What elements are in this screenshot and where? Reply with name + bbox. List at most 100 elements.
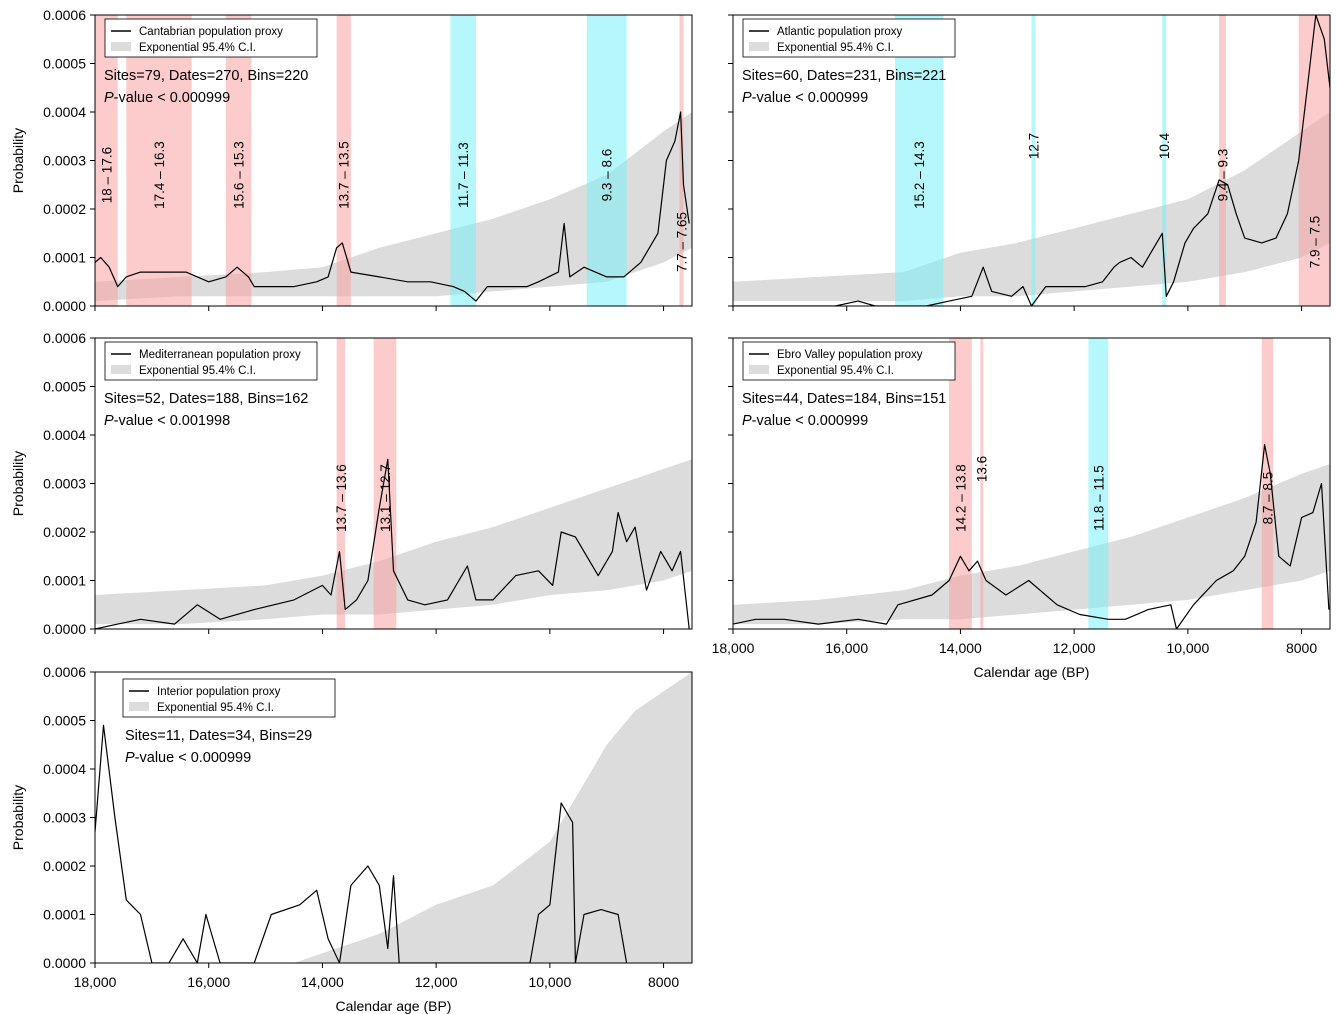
- stats-text: Sites=79, Dates=270, Bins=220: [104, 68, 308, 84]
- band-3: [1162, 15, 1167, 306]
- stats-text: Sites=11, Dates=34, Bins=29: [125, 728, 312, 744]
- band-1: [949, 338, 972, 629]
- band-label-4: 13.7 – 13.5: [337, 141, 352, 209]
- y-tick-label: 0.0004: [43, 104, 86, 120]
- y-axis-label: Probability: [10, 451, 26, 516]
- legend-ci-swatch: [749, 42, 769, 51]
- band-label-2: 12.7: [1026, 133, 1041, 159]
- band-label-1: 14.2 – 13.8: [953, 464, 968, 532]
- x-tick-label: 14,000: [301, 974, 344, 990]
- y-tick-label: 0.0004: [43, 761, 86, 777]
- legend-ci-swatch: [129, 702, 149, 711]
- legend-ci-label: Exponential 95.4% C.I.: [139, 42, 256, 54]
- x-axis-label: Calendar age (BP): [336, 998, 452, 1014]
- x-tick-label: 18,000: [712, 640, 755, 656]
- y-tick-label: 0.0003: [43, 153, 86, 169]
- ci-envelope: [294, 672, 692, 963]
- band-label-1: 18 – 17.6: [99, 147, 114, 203]
- proxy-line: [95, 458, 690, 629]
- ci-envelope: [95, 459, 692, 625]
- y-tick-label: 0.0005: [43, 713, 86, 729]
- p-value-text: P-value < 0.000999: [104, 90, 230, 106]
- y-tick-label: 0.0003: [43, 476, 86, 492]
- y-axis-label: Probability: [10, 785, 26, 850]
- y-axis-label: Probability: [10, 128, 26, 193]
- band-label-1: 13.7 – 13.6: [334, 464, 349, 532]
- x-tick-label: 14,000: [939, 640, 982, 656]
- y-tick-label: 0.0000: [43, 298, 86, 314]
- p-value-text: P-value < 0.001998: [104, 413, 230, 429]
- legend-ci-swatch: [111, 42, 131, 51]
- legend-proxy-label: Cantabrian population proxy: [139, 26, 283, 38]
- legend-box: [122, 678, 336, 718]
- band-label-5: 11.7 – 11.3: [456, 142, 471, 208]
- panel-1: 18 – 17.6 17.4 – 16.3 15.6 – 15.3 13.7 – 13…: [10, 7, 693, 314]
- band-label-1: 15.2 – 14.3: [912, 141, 927, 209]
- band-label-4: 8.7 – 8.5: [1260, 472, 1275, 525]
- x-tick-label: 12,000: [1053, 640, 1096, 656]
- proxy-line: [95, 724, 628, 963]
- ci-envelope: [733, 112, 1330, 302]
- band-4: [1219, 15, 1226, 306]
- band-label-5: 7.9 – 7.5: [1307, 216, 1322, 269]
- ci-envelope: [95, 112, 692, 302]
- band-2: [980, 338, 984, 629]
- band-5: [1298, 15, 1330, 306]
- band-1: [336, 338, 346, 629]
- p-value-text: P-value < 0.000999: [742, 413, 868, 429]
- band-2: [126, 15, 192, 306]
- y-tick-label: 0.0001: [43, 907, 86, 923]
- band-label-3: 11.8 – 11.5: [1091, 465, 1106, 531]
- y-tick-label: 0.0006: [43, 7, 86, 23]
- band-label-3: 15.6 – 15.3: [232, 141, 247, 209]
- legend-box: [104, 341, 318, 381]
- plot-area: [733, 338, 1330, 629]
- proxy-line: [95, 111, 690, 302]
- y-tick-label: 0.0004: [43, 427, 86, 443]
- band-4: [1261, 338, 1274, 629]
- band-4: [336, 15, 351, 306]
- legend-ci-label: Exponential 95.4% C.I.: [139, 365, 256, 377]
- x-tick-label: 12,000: [415, 974, 458, 990]
- band-label-3: 10.4: [1157, 132, 1172, 159]
- legend-proxy-label: Ebro Valley population proxy: [777, 349, 923, 361]
- x-axis-label: Calendar age (BP): [974, 664, 1090, 680]
- legend-ci-swatch: [111, 365, 131, 374]
- plot-area: [733, 15, 1330, 306]
- band-label-6: 9.3 – 8.6: [600, 149, 615, 202]
- y-tick-label: 0.0002: [43, 858, 86, 874]
- proxy-line: [733, 15, 1330, 306]
- band-label-2: 13.1 – 12.7: [378, 464, 393, 532]
- y-tick-label: 0.0006: [43, 330, 86, 346]
- band-label-7: 7.7 – 7.65: [674, 212, 689, 272]
- band-5: [450, 15, 476, 306]
- stats-text: Sites=60, Dates=231, Bins=221: [742, 68, 946, 84]
- legend-box: [104, 18, 318, 58]
- y-tick-label: 0.0002: [43, 201, 86, 217]
- y-tick-label: 0.0002: [43, 524, 86, 540]
- plot-area: [95, 15, 692, 306]
- band-6: [586, 15, 627, 306]
- panel-5: 0.0000 0.0001 0.0002 0.0003 0.0004 0.0005 0.00…: [10, 664, 693, 1014]
- legend-box: [742, 18, 956, 58]
- y-tick-label: 0.0000: [43, 955, 86, 971]
- band-3: [1088, 338, 1109, 629]
- band-label-4: 9.4 – 9.3: [1216, 149, 1231, 202]
- p-value-text: P-value < 0.000999: [742, 90, 868, 106]
- band-2: [1031, 15, 1036, 306]
- plot-area: [95, 338, 692, 629]
- band-3: [225, 15, 252, 306]
- x-tick-label: 16,000: [187, 974, 230, 990]
- plot-area: [95, 672, 692, 963]
- band-label-2: 13.6: [975, 456, 990, 482]
- stats-text: Sites=44, Dates=184, Bins=151: [742, 391, 946, 407]
- x-tick-label: 10,000: [528, 974, 571, 990]
- band-1: [895, 15, 944, 306]
- y-tick-label: 0.0006: [43, 664, 86, 680]
- x-tick-label: 18,000: [74, 974, 117, 990]
- panel-4: 14.2 – 13.8 13.6 11.8 – 11.5 8.7 – 8.5 18,00…: [712, 337, 1331, 680]
- legend-ci-label: Exponential 95.4% C.I.: [777, 42, 894, 54]
- y-tick-label: 0.0003: [43, 810, 86, 826]
- x-tick-label: 8000: [648, 974, 679, 990]
